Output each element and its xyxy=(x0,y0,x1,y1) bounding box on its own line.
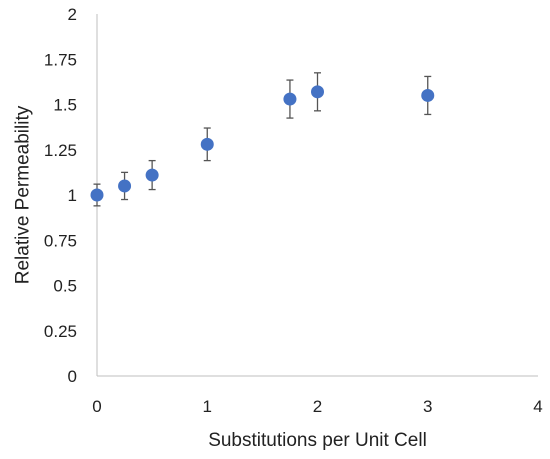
y-tick-label: 1.75 xyxy=(44,50,77,69)
y-axis-title: Relative Permeability xyxy=(13,105,34,284)
x-tick-label: 1 xyxy=(203,397,212,416)
data-point xyxy=(200,137,214,151)
y-tick-label: 1.5 xyxy=(53,96,77,115)
y-tick-label: 1 xyxy=(68,186,77,205)
data-point xyxy=(145,168,159,182)
data-point xyxy=(421,88,435,102)
data-point xyxy=(283,92,297,106)
x-tick-labels: 0 1 2 3 4 xyxy=(92,397,542,416)
x-tick-label: 0 xyxy=(92,397,101,416)
y-tick-label: 2 xyxy=(68,5,77,24)
data-point xyxy=(311,85,324,99)
x-tick-label: 4 xyxy=(533,397,542,416)
y-tick-label: 1.25 xyxy=(44,141,77,160)
error-bars xyxy=(93,72,432,207)
y-tick-label: 0.75 xyxy=(44,231,77,250)
data-points xyxy=(90,85,435,202)
data-point xyxy=(118,179,132,193)
y-tick-label: 0 xyxy=(68,367,77,386)
y-tick-labels: 0 0.25 0.5 0.75 1 1.25 1.5 1.75 2 xyxy=(44,5,77,386)
data-point xyxy=(90,188,104,202)
x-tick-label: 3 xyxy=(423,397,432,416)
x-tick-label: 2 xyxy=(313,397,322,416)
y-tick-label: 0.25 xyxy=(44,322,77,341)
chart-axes xyxy=(96,14,538,377)
x-axis-title: Substitutions per Unit Cell xyxy=(208,430,427,451)
y-tick-label: 0.5 xyxy=(53,277,77,296)
